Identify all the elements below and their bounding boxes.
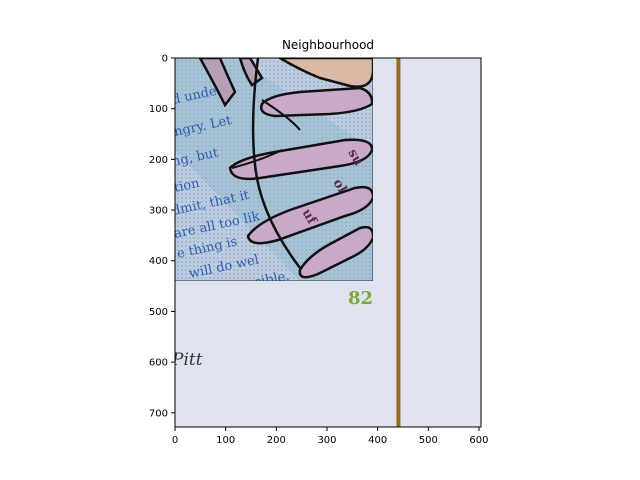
signature: Pitt [171, 350, 203, 370]
y-tick-label: 100 [149, 104, 168, 115]
y-tick-label: 0 [162, 54, 168, 65]
image-plot: d under ngry. Let ng, but tion dmit, tha… [171, 58, 481, 427]
x-tick-label: 300 [317, 435, 336, 446]
y-tick-label: 700 [149, 408, 168, 419]
x-tick-label: 500 [419, 435, 438, 446]
y-tick-label: 300 [149, 206, 168, 217]
finger-label: ol [330, 177, 350, 196]
chart-title: Neighbourhood [282, 38, 374, 52]
inset-text-line: tion [173, 176, 202, 196]
x-tick-label: 100 [216, 435, 235, 446]
x-tick-label: 600 [469, 435, 488, 446]
y-tick-label: 500 [149, 307, 168, 318]
y-tick-label: 400 [149, 256, 168, 267]
x-tick-label: 400 [368, 435, 387, 446]
x-tick-label: 0 [172, 435, 178, 446]
y-tick-label: 600 [149, 358, 168, 369]
inset-illustration: d under ngry. Let ng, but tion dmit, tha… [173, 58, 373, 281]
finger-label: su [345, 147, 366, 169]
y-axis: 0 100 200 300 400 500 600 700 [149, 54, 175, 419]
hand-drawing [198, 58, 373, 279]
page-number: 82 [348, 288, 373, 309]
y-tick-label: 200 [149, 155, 168, 166]
x-tick-label: 200 [267, 435, 286, 446]
axes-frame [174, 57, 482, 428]
x-axis: 0 100 200 300 400 500 600 [172, 427, 489, 446]
stripe [396, 58, 401, 427]
